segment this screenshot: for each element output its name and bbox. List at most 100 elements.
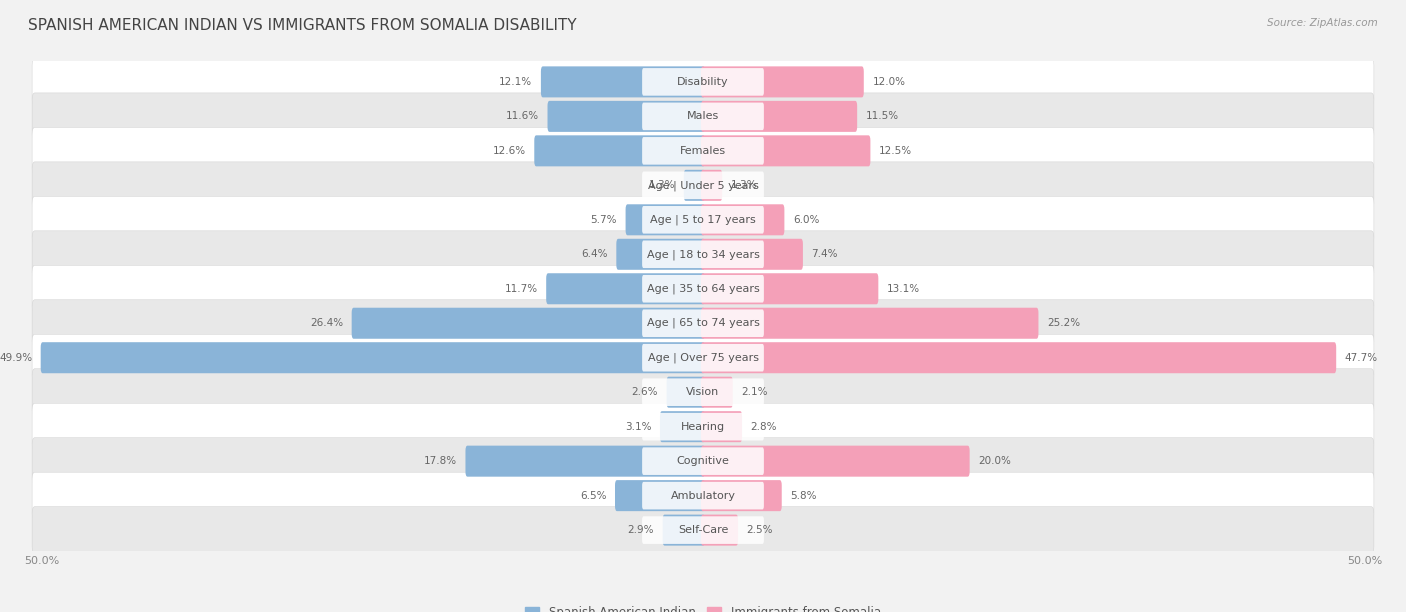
Text: Self-Care: Self-Care (678, 525, 728, 535)
Text: Source: ZipAtlas.com: Source: ZipAtlas.com (1267, 18, 1378, 28)
FancyBboxPatch shape (534, 135, 704, 166)
Text: Age | 5 to 17 years: Age | 5 to 17 years (650, 215, 756, 225)
Text: 20.0%: 20.0% (979, 456, 1011, 466)
FancyBboxPatch shape (32, 93, 1374, 140)
Text: 12.1%: 12.1% (499, 77, 533, 87)
Text: 2.8%: 2.8% (751, 422, 778, 431)
Text: 12.5%: 12.5% (879, 146, 912, 156)
Text: 2.5%: 2.5% (747, 525, 773, 535)
FancyBboxPatch shape (547, 101, 704, 132)
FancyBboxPatch shape (32, 196, 1374, 243)
Text: Age | 35 to 64 years: Age | 35 to 64 years (647, 283, 759, 294)
FancyBboxPatch shape (626, 204, 704, 236)
FancyBboxPatch shape (616, 239, 704, 270)
FancyBboxPatch shape (643, 517, 763, 544)
Text: 5.8%: 5.8% (790, 491, 817, 501)
FancyBboxPatch shape (662, 515, 704, 546)
FancyBboxPatch shape (32, 334, 1374, 381)
Text: 26.4%: 26.4% (309, 318, 343, 328)
FancyBboxPatch shape (702, 342, 1336, 373)
Text: 7.4%: 7.4% (811, 249, 838, 259)
FancyBboxPatch shape (659, 411, 704, 442)
FancyBboxPatch shape (32, 300, 1374, 346)
FancyBboxPatch shape (643, 241, 763, 268)
FancyBboxPatch shape (702, 411, 742, 442)
Text: 2.6%: 2.6% (631, 387, 658, 397)
Text: 12.6%: 12.6% (492, 146, 526, 156)
FancyBboxPatch shape (643, 413, 763, 441)
FancyBboxPatch shape (702, 170, 723, 201)
FancyBboxPatch shape (643, 68, 763, 95)
FancyBboxPatch shape (643, 275, 763, 302)
Text: Females: Females (681, 146, 725, 156)
Text: Age | 65 to 74 years: Age | 65 to 74 years (647, 318, 759, 329)
FancyBboxPatch shape (465, 446, 704, 477)
FancyBboxPatch shape (702, 515, 738, 546)
FancyBboxPatch shape (643, 137, 763, 165)
FancyBboxPatch shape (32, 127, 1374, 174)
FancyBboxPatch shape (702, 135, 870, 166)
Text: 2.9%: 2.9% (627, 525, 654, 535)
FancyBboxPatch shape (32, 438, 1374, 485)
FancyBboxPatch shape (32, 266, 1374, 312)
FancyBboxPatch shape (702, 204, 785, 236)
Text: SPANISH AMERICAN INDIAN VS IMMIGRANTS FROM SOMALIA DISABILITY: SPANISH AMERICAN INDIAN VS IMMIGRANTS FR… (28, 18, 576, 34)
FancyBboxPatch shape (702, 66, 863, 97)
Text: 17.8%: 17.8% (423, 456, 457, 466)
Text: 3.1%: 3.1% (624, 422, 651, 431)
Text: Ambulatory: Ambulatory (671, 491, 735, 501)
FancyBboxPatch shape (702, 376, 733, 408)
FancyBboxPatch shape (643, 206, 763, 234)
FancyBboxPatch shape (702, 308, 1039, 339)
FancyBboxPatch shape (643, 310, 763, 337)
FancyBboxPatch shape (352, 308, 704, 339)
Text: Age | 18 to 34 years: Age | 18 to 34 years (647, 249, 759, 259)
Text: 6.5%: 6.5% (579, 491, 606, 501)
Text: 47.7%: 47.7% (1344, 353, 1378, 363)
Text: 11.5%: 11.5% (866, 111, 898, 121)
FancyBboxPatch shape (702, 273, 879, 304)
Text: 13.1%: 13.1% (887, 284, 920, 294)
FancyBboxPatch shape (702, 446, 970, 477)
Text: Disability: Disability (678, 77, 728, 87)
Text: 12.0%: 12.0% (872, 77, 905, 87)
FancyBboxPatch shape (643, 447, 763, 475)
FancyBboxPatch shape (666, 376, 704, 408)
FancyBboxPatch shape (683, 170, 704, 201)
Text: 11.7%: 11.7% (505, 284, 537, 294)
FancyBboxPatch shape (41, 342, 704, 373)
Text: Cognitive: Cognitive (676, 456, 730, 466)
FancyBboxPatch shape (32, 369, 1374, 416)
FancyBboxPatch shape (702, 101, 858, 132)
FancyBboxPatch shape (643, 378, 763, 406)
Legend: Spanish American Indian, Immigrants from Somalia: Spanish American Indian, Immigrants from… (520, 601, 886, 612)
FancyBboxPatch shape (541, 66, 704, 97)
FancyBboxPatch shape (643, 344, 763, 371)
FancyBboxPatch shape (702, 480, 782, 511)
FancyBboxPatch shape (32, 403, 1374, 450)
Text: Males: Males (688, 111, 718, 121)
Text: 49.9%: 49.9% (0, 353, 32, 363)
FancyBboxPatch shape (32, 58, 1374, 105)
Text: Hearing: Hearing (681, 422, 725, 431)
Text: 1.3%: 1.3% (648, 181, 675, 190)
Text: Vision: Vision (686, 387, 720, 397)
FancyBboxPatch shape (614, 480, 704, 511)
Text: 6.4%: 6.4% (581, 249, 607, 259)
FancyBboxPatch shape (32, 507, 1374, 554)
FancyBboxPatch shape (643, 482, 763, 509)
Text: 2.1%: 2.1% (741, 387, 768, 397)
FancyBboxPatch shape (702, 239, 803, 270)
Text: 25.2%: 25.2% (1047, 318, 1080, 328)
FancyBboxPatch shape (32, 231, 1374, 278)
Text: 11.6%: 11.6% (506, 111, 538, 121)
FancyBboxPatch shape (32, 472, 1374, 519)
Text: Age | Under 5 years: Age | Under 5 years (648, 180, 758, 190)
Text: 1.3%: 1.3% (731, 181, 758, 190)
Text: Age | Over 75 years: Age | Over 75 years (648, 353, 758, 363)
FancyBboxPatch shape (32, 162, 1374, 209)
FancyBboxPatch shape (546, 273, 704, 304)
FancyBboxPatch shape (643, 171, 763, 199)
Text: 5.7%: 5.7% (591, 215, 617, 225)
Text: 6.0%: 6.0% (793, 215, 820, 225)
